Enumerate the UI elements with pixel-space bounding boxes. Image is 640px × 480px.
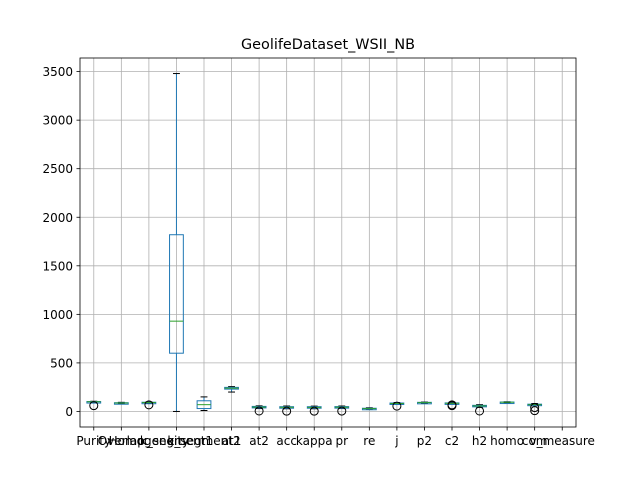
outlier-point (144, 400, 154, 410)
outlier-point (530, 403, 540, 413)
x-tick-label: pr (335, 434, 348, 448)
box (169, 234, 184, 354)
chart-title: GeolifeDataset_WSII_NB (241, 37, 415, 53)
plot-area: 0 500 1000 1500 2000 2500 3000 3500 PurityOverla… (42, 57, 595, 448)
y-tick-label: 0 (65, 405, 73, 419)
x-tick-label: p2 (417, 434, 432, 448)
x-tick-label: Purity (76, 434, 111, 448)
x-tick-label: h2 (472, 434, 487, 448)
x-tick-label: at2 (249, 434, 269, 448)
axes-frame (79, 57, 577, 428)
x-tick-label: acc (276, 434, 297, 448)
x-tick-label: re (363, 434, 375, 448)
y-tick-label: 500 (50, 356, 73, 370)
y-tick-label: 3500 (42, 65, 73, 79)
outlier-point (282, 406, 292, 416)
x-tick-label: homo (490, 434, 524, 448)
y-tick-label: 2000 (42, 211, 73, 225)
y-tick-label: 1000 (42, 308, 73, 322)
outlier-point (392, 401, 402, 411)
x-tick-label: kappa (296, 434, 333, 448)
outlier-point (337, 406, 347, 416)
outlier-point (447, 401, 457, 411)
x-tick-label: c2 (445, 434, 459, 448)
x-tick-label: Homogeneity (109, 434, 190, 448)
outlier-point (475, 406, 485, 416)
x-tick-label: v_measure (530, 434, 595, 448)
y-tick-label: 2500 (42, 162, 73, 176)
x-tick-label: j (394, 434, 398, 448)
x-tick-label: k_segment1 (140, 434, 213, 448)
outlier-point (530, 406, 540, 416)
y-tick-label: 3000 (42, 114, 73, 128)
outlier-point (309, 406, 319, 416)
x-tick-label: com (522, 434, 548, 448)
x-tick-label: at1 (222, 434, 242, 448)
outlier-point (89, 401, 99, 411)
x-tick-label: k_segment2 (167, 434, 240, 448)
x-tick-label: Overlap (98, 434, 145, 448)
y-tick-label: 1500 (42, 259, 73, 273)
outlier-point (254, 406, 264, 416)
